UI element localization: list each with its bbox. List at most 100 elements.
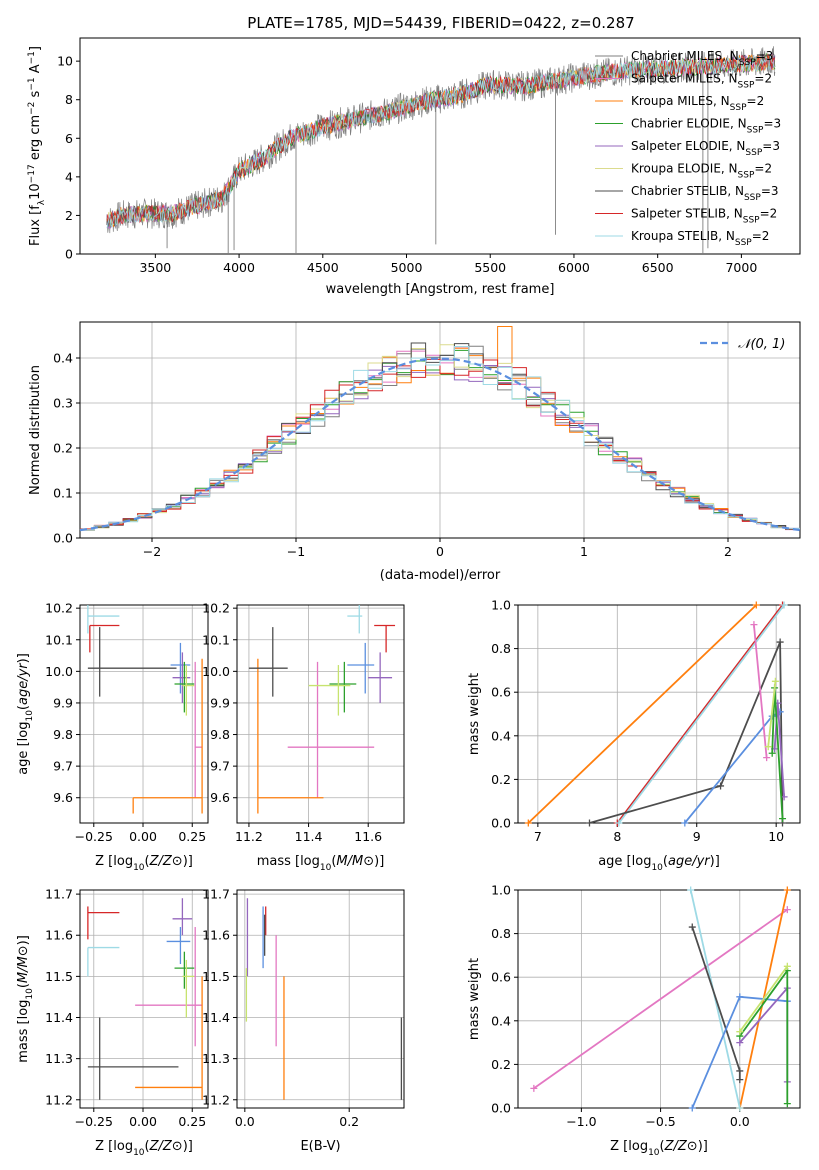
y-tick-label: 0.1 — [53, 486, 73, 501]
legend-label: Salpeter MILES, NSSP=2 — [631, 72, 772, 91]
weight-series-line — [739, 965, 789, 1033]
y-tick-label: 9.9 — [53, 695, 73, 710]
weight-marker — [750, 621, 758, 629]
y-tick-label: 11.4 — [45, 1010, 73, 1025]
x-tick-label: 2 — [724, 544, 732, 559]
legend-label: Kroupa STELIB, NSSP=2 — [631, 229, 769, 248]
y-tick-label: 6 — [65, 131, 73, 146]
y-tick-label: 0.4 — [491, 728, 511, 743]
weight-series-line — [739, 967, 789, 1104]
y-tick-label: 0.2 — [491, 772, 511, 787]
x-tick-label: −1 — [287, 544, 305, 559]
weight-series-line — [618, 605, 785, 823]
y-tick-label: 9.6 — [53, 790, 73, 805]
y-tick-label: 0.0 — [491, 816, 511, 831]
y-tick-label: 0.4 — [53, 351, 73, 366]
x-tick-label: 3500 — [139, 260, 171, 275]
y-tick-label: 0.6 — [491, 685, 511, 700]
x-tick-label: 0 — [436, 544, 444, 559]
x-axis-label: Z [log10(Z/Z⊙)] — [610, 1139, 708, 1158]
figure-title: PLATE=1785, MJD=54439, FIBERID=0422, z=0… — [247, 14, 634, 32]
spectrum-series-line — [106, 53, 776, 225]
spectrum-series-line — [106, 53, 776, 229]
weight-marker — [688, 923, 696, 931]
y-tick-label: 11.6 — [45, 928, 73, 943]
age-vs-metallicity-plot: −0.25 0.00 0.25 9.6 9.7 9.8 9.9 10.0 10.1 10.2 Z [… — [16, 601, 209, 873]
x-tick-label: 6000 — [558, 260, 590, 275]
legend-label: Chabrier STELIB, NSSP=3 — [631, 184, 779, 203]
y-tick-label: 10 — [57, 54, 73, 69]
legend-label: Kroupa ELODIE, NSSP=2 — [631, 162, 772, 181]
weight-marker — [783, 1100, 791, 1108]
x-tick-label: 8 — [613, 829, 621, 844]
weight-marker — [615, 819, 623, 827]
y-tick-label: 4 — [65, 169, 73, 184]
y-tick-label: 0.3 — [53, 396, 73, 411]
legend-label: Kroupa MILES, NSSP=2 — [631, 94, 764, 113]
weight-series-line — [533, 908, 788, 1090]
x-axis-label: Z [log10(Z/Z⊙)] — [95, 854, 193, 873]
spectrum-plot: 3500 4000 4500 5000 5500 6000 6500 7000 0 2 4 6 8 10 C… — [27, 37, 801, 297]
x-tick-label: 1 — [580, 544, 588, 559]
y-tick-label: 0.6 — [491, 970, 511, 985]
y-tick-label: 1.0 — [491, 883, 511, 898]
legend-label: Chabrier ELODIE, NSSP=3 — [631, 117, 781, 136]
y-tick-label: 9.6 — [210, 790, 230, 805]
x-axis-label: age [log10(age/yr)] — [598, 854, 720, 873]
y-tick-label: 11.3 — [202, 1051, 230, 1066]
y-tick-label: 0.0 — [491, 1101, 511, 1116]
x-tick-label: 0.25 — [178, 829, 206, 844]
weight-series-line — [753, 624, 768, 758]
weight-marker — [736, 1104, 744, 1112]
y-tick-label: 0 — [65, 247, 73, 262]
weight-series-line — [527, 605, 757, 823]
weight-marker — [736, 1039, 744, 1047]
y-tick-label: 11.7 — [202, 887, 230, 902]
normal-curve — [79, 357, 801, 532]
weight-marker — [524, 819, 532, 827]
weight-series-line — [767, 681, 777, 747]
x-tick-label: 0.25 — [178, 1114, 206, 1129]
y-tick-label: 9.9 — [210, 695, 230, 710]
y-tick-label: 11.5 — [45, 969, 73, 984]
x-tick-label: 7000 — [725, 260, 757, 275]
axes-frame — [236, 604, 405, 824]
weight-marker — [779, 815, 787, 823]
weight-marker — [768, 749, 776, 757]
y-tick-label: 11.3 — [45, 1051, 73, 1066]
weight-marker — [780, 601, 788, 609]
y-axis-label: mass weight — [467, 958, 482, 1040]
weight-marker — [736, 1076, 744, 1084]
axes-frame — [236, 889, 405, 1109]
axes-frame — [517, 889, 801, 1109]
age-vs-mass-plot: 11.2 11.4 11.6 9.6 9.7 9.8 9.9 10.0 10.1 10.2 mass… — [202, 601, 405, 873]
y-tick-label: 9.8 — [53, 727, 73, 742]
x-tick-label: 0.0 — [730, 1114, 750, 1129]
legend-label: Salpeter STELIB, NSSP=2 — [631, 207, 777, 226]
weight-marker — [585, 819, 593, 827]
x-tick-label: 0.2 — [339, 1114, 359, 1129]
y-axis-label: age [log10(age/yr)] — [16, 653, 35, 775]
x-tick-label: 11.4 — [295, 829, 323, 844]
x-tick-label: 7 — [534, 829, 542, 844]
x-tick-label: −0.5 — [645, 1114, 675, 1129]
weight-marker — [783, 906, 791, 914]
y-tick-label: 2 — [65, 208, 73, 223]
weight-marker — [752, 601, 760, 609]
y-tick-label: 0.2 — [53, 441, 73, 456]
x-tick-label: 4500 — [307, 260, 339, 275]
residual-histogram-plot: −2 −1 0 1 2 0.0 0.1 0.2 0.3 0.4 𝒩(0, 1) (data-model… — [28, 321, 801, 583]
x-tick-label: 0.0 — [235, 1114, 255, 1129]
y-axis-label: mass weight — [467, 673, 482, 755]
x-tick-label: −0.25 — [75, 1114, 113, 1129]
legend-label: Chabrier MILES, NSSP=3 — [631, 49, 773, 68]
x-tick-label: 0.00 — [129, 829, 157, 844]
y-tick-label: 0.0 — [53, 531, 73, 546]
x-tick-label: 4000 — [223, 260, 255, 275]
weight-marker — [736, 1067, 744, 1075]
weight-marker — [736, 1028, 744, 1036]
weight-marker — [530, 1084, 538, 1092]
mass-vs-reddening-plot: 0.0 0.2 11.2 11.3 11.4 11.5 11.6 11.7 E(B-V) — [202, 887, 405, 1154]
y-tick-label: 9.8 — [210, 727, 230, 742]
y-axis-label: mass [log10(M/M⊙)] — [16, 935, 35, 1063]
